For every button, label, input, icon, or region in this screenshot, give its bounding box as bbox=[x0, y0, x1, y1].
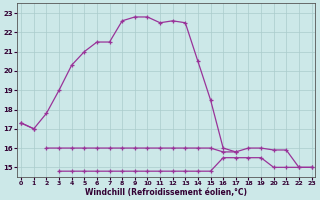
X-axis label: Windchill (Refroidissement éolien,°C): Windchill (Refroidissement éolien,°C) bbox=[85, 188, 247, 197]
